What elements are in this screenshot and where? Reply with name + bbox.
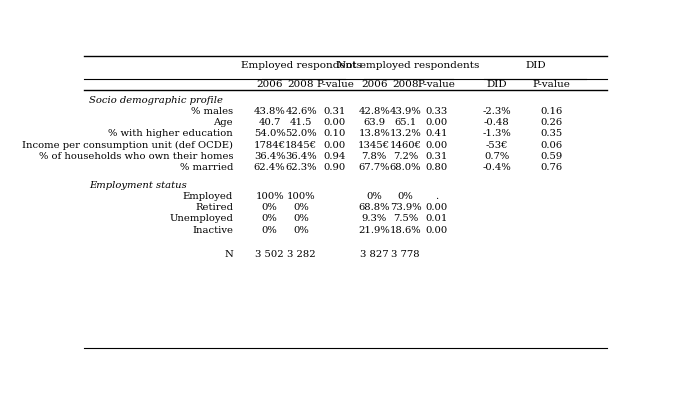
Text: 36.4%: 36.4% — [285, 152, 317, 161]
Text: 0.7%: 0.7% — [485, 152, 510, 161]
Text: 0%: 0% — [398, 192, 413, 201]
Text: 0.00: 0.00 — [426, 141, 448, 150]
Text: 3 502: 3 502 — [255, 251, 284, 259]
Text: 42.6%: 42.6% — [285, 107, 317, 116]
Text: 13.8%: 13.8% — [359, 130, 390, 138]
Text: 0%: 0% — [262, 226, 278, 235]
Text: 3 827: 3 827 — [360, 251, 388, 259]
Text: -0.4%: -0.4% — [483, 164, 512, 172]
Text: 0.01: 0.01 — [426, 215, 448, 223]
Text: 1784€: 1784€ — [253, 141, 286, 150]
Text: 43.9%: 43.9% — [390, 107, 421, 116]
Text: P-value: P-value — [316, 80, 354, 89]
Text: 62.3%: 62.3% — [285, 164, 317, 172]
Text: 7.2%: 7.2% — [393, 152, 418, 161]
Text: 63.9: 63.9 — [363, 118, 386, 128]
Text: 0.26: 0.26 — [541, 118, 563, 128]
Text: 1345€: 1345€ — [358, 141, 390, 150]
Text: 2006: 2006 — [256, 80, 283, 89]
Text: -2.3%: -2.3% — [483, 107, 511, 116]
Text: 0.00: 0.00 — [324, 141, 346, 150]
Text: 21.9%: 21.9% — [359, 226, 390, 235]
Text: Not employed respondents: Not employed respondents — [337, 61, 479, 70]
Text: 0.33: 0.33 — [426, 107, 448, 116]
Text: 0.10: 0.10 — [324, 130, 346, 138]
Text: N: N — [224, 251, 233, 259]
Text: 36.4%: 36.4% — [254, 152, 286, 161]
Text: Socio demographic profile: Socio demographic profile — [90, 96, 223, 105]
Text: 1845€: 1845€ — [285, 141, 317, 150]
Text: 65.1: 65.1 — [394, 118, 417, 128]
Text: 2008: 2008 — [392, 80, 419, 89]
Text: .: . — [435, 192, 438, 201]
Text: Inactive: Inactive — [192, 226, 233, 235]
Text: DID: DID — [526, 61, 547, 70]
Text: Employment status: Employment status — [90, 181, 187, 190]
Text: 0.94: 0.94 — [324, 152, 346, 161]
Text: 2008: 2008 — [288, 80, 314, 89]
Text: 52.0%: 52.0% — [285, 130, 317, 138]
Text: 0.00: 0.00 — [426, 203, 448, 212]
Text: Employed: Employed — [183, 192, 233, 201]
Text: 0.59: 0.59 — [541, 152, 563, 161]
Text: % males: % males — [191, 107, 233, 116]
Text: 0.80: 0.80 — [426, 164, 448, 172]
Text: Age: Age — [214, 118, 233, 128]
Text: 42.8%: 42.8% — [359, 107, 390, 116]
Text: 7.8%: 7.8% — [361, 152, 387, 161]
Text: 54.0%: 54.0% — [254, 130, 286, 138]
Text: Income per consumption unit (def OCDE): Income per consumption unit (def OCDE) — [22, 141, 233, 150]
Text: 0.16: 0.16 — [541, 107, 563, 116]
Text: 9.3%: 9.3% — [361, 215, 387, 223]
Text: 68.0%: 68.0% — [390, 164, 421, 172]
Text: 3 282: 3 282 — [286, 251, 315, 259]
Text: 41.5: 41.5 — [290, 118, 312, 128]
Text: Employed respondents: Employed respondents — [241, 61, 361, 70]
Text: 0%: 0% — [366, 192, 382, 201]
Text: P-value: P-value — [418, 80, 456, 89]
Text: Retired: Retired — [195, 203, 233, 212]
Text: -0.48: -0.48 — [484, 118, 510, 128]
Text: 0%: 0% — [293, 215, 309, 223]
Text: 40.7: 40.7 — [259, 118, 281, 128]
Text: 67.7%: 67.7% — [359, 164, 390, 172]
Text: 0%: 0% — [262, 203, 278, 212]
Text: 1460€: 1460€ — [390, 141, 421, 150]
Text: 0.41: 0.41 — [425, 130, 448, 138]
Text: 68.8%: 68.8% — [359, 203, 390, 212]
Text: 100%: 100% — [255, 192, 284, 201]
Text: 13.2%: 13.2% — [390, 130, 421, 138]
Text: 7.5%: 7.5% — [393, 215, 418, 223]
Text: 0.00: 0.00 — [426, 118, 448, 128]
Text: 43.8%: 43.8% — [254, 107, 286, 116]
Text: DID: DID — [487, 80, 508, 89]
Text: 0.31: 0.31 — [324, 107, 346, 116]
Text: -53€: -53€ — [486, 141, 508, 150]
Text: 0.35: 0.35 — [541, 130, 563, 138]
Text: 3 778: 3 778 — [391, 251, 420, 259]
Text: 0.00: 0.00 — [426, 226, 448, 235]
Text: -1.3%: -1.3% — [483, 130, 512, 138]
Text: P-value: P-value — [533, 80, 571, 89]
Text: Unemployed: Unemployed — [169, 215, 233, 223]
Text: 0.90: 0.90 — [324, 164, 346, 172]
Text: 100%: 100% — [286, 192, 315, 201]
Text: % with higher education: % with higher education — [109, 130, 233, 138]
Text: 0%: 0% — [293, 203, 309, 212]
Text: 0.00: 0.00 — [324, 118, 346, 128]
Text: 0.76: 0.76 — [541, 164, 563, 172]
Text: 0%: 0% — [293, 226, 309, 235]
Text: 73.9%: 73.9% — [390, 203, 421, 212]
Text: % of households who own their homes: % of households who own their homes — [38, 152, 233, 161]
Text: 0.06: 0.06 — [541, 141, 563, 150]
Text: % married: % married — [180, 164, 233, 172]
Text: 18.6%: 18.6% — [390, 226, 421, 235]
Text: 0%: 0% — [262, 215, 278, 223]
Text: 62.4%: 62.4% — [254, 164, 286, 172]
Text: 0.31: 0.31 — [426, 152, 448, 161]
Text: 2006: 2006 — [361, 80, 388, 89]
